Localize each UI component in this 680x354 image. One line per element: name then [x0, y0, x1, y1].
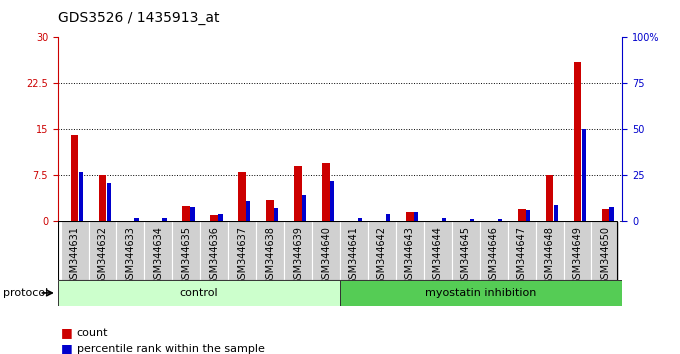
Text: GSM344642: GSM344642 — [377, 226, 387, 285]
Text: GSM344637: GSM344637 — [237, 226, 248, 285]
Bar — [210, 215, 218, 221]
Bar — [190, 206, 194, 221]
Bar — [564, 221, 592, 280]
Text: GSM344639: GSM344639 — [293, 226, 303, 285]
Bar — [256, 221, 284, 280]
Bar — [144, 221, 172, 280]
Bar — [602, 209, 609, 221]
Text: GSM344632: GSM344632 — [97, 226, 107, 285]
Text: GSM344643: GSM344643 — [405, 226, 415, 285]
Bar — [396, 221, 424, 280]
Text: GDS3526 / 1435913_at: GDS3526 / 1435913_at — [58, 11, 219, 25]
Text: GSM344640: GSM344640 — [321, 226, 331, 285]
Bar — [406, 212, 413, 221]
Bar — [201, 221, 228, 280]
Bar — [368, 221, 396, 280]
Bar — [238, 172, 246, 221]
Bar — [386, 214, 390, 221]
Bar — [71, 135, 78, 221]
Bar — [609, 206, 613, 221]
Bar — [340, 280, 622, 306]
Bar — [116, 221, 144, 280]
Bar — [536, 221, 564, 280]
Bar — [508, 221, 536, 280]
Bar — [554, 205, 558, 221]
Text: ■: ■ — [61, 326, 73, 339]
Bar — [452, 221, 479, 280]
Bar — [228, 221, 256, 280]
Text: GSM344635: GSM344635 — [182, 226, 191, 285]
Bar — [545, 175, 554, 221]
Text: count: count — [77, 328, 108, 338]
Text: GSM344645: GSM344645 — [461, 226, 471, 285]
Text: control: control — [180, 288, 218, 298]
Bar — [424, 221, 452, 280]
Text: GSM344638: GSM344638 — [265, 226, 275, 285]
Bar — [294, 166, 302, 221]
Text: percentile rank within the sample: percentile rank within the sample — [77, 344, 265, 354]
Bar — [163, 218, 167, 221]
Bar — [470, 219, 474, 221]
Text: GSM344631: GSM344631 — [69, 226, 80, 285]
Bar — [182, 206, 190, 221]
Bar — [61, 221, 88, 280]
Text: GSM344646: GSM344646 — [489, 226, 498, 285]
Bar — [99, 175, 106, 221]
Text: GSM344644: GSM344644 — [432, 226, 443, 285]
Bar — [58, 280, 340, 306]
Bar — [88, 221, 116, 280]
Bar — [592, 221, 619, 280]
Bar — [302, 195, 306, 221]
Bar — [246, 201, 250, 221]
Bar — [284, 221, 312, 280]
Bar — [517, 209, 526, 221]
Bar — [330, 181, 335, 221]
Bar — [498, 219, 502, 221]
Text: GSM344633: GSM344633 — [125, 226, 135, 285]
Bar — [172, 221, 201, 280]
Bar — [340, 221, 368, 280]
Text: GSM344641: GSM344641 — [349, 226, 359, 285]
Text: ■: ■ — [61, 342, 73, 354]
Text: GSM344649: GSM344649 — [573, 226, 583, 285]
Bar — [267, 200, 274, 221]
Bar — [526, 210, 530, 221]
Bar — [312, 221, 340, 280]
Bar — [358, 218, 362, 221]
Text: GSM344647: GSM344647 — [517, 226, 526, 285]
Text: GSM344650: GSM344650 — [600, 226, 611, 285]
Bar — [79, 172, 83, 221]
Text: myostatin inhibition: myostatin inhibition — [426, 288, 537, 298]
Text: GSM344636: GSM344636 — [209, 226, 219, 285]
Bar — [479, 221, 508, 280]
Bar — [135, 218, 139, 221]
Bar — [442, 218, 446, 221]
Bar — [218, 214, 222, 221]
Bar — [274, 209, 278, 221]
Text: GSM344634: GSM344634 — [154, 226, 163, 285]
Bar — [581, 129, 585, 221]
Text: GSM344648: GSM344648 — [545, 226, 555, 285]
Bar — [414, 212, 418, 221]
Bar — [322, 163, 330, 221]
Text: protocol: protocol — [3, 288, 49, 298]
Bar — [107, 183, 111, 221]
Bar — [574, 62, 581, 221]
